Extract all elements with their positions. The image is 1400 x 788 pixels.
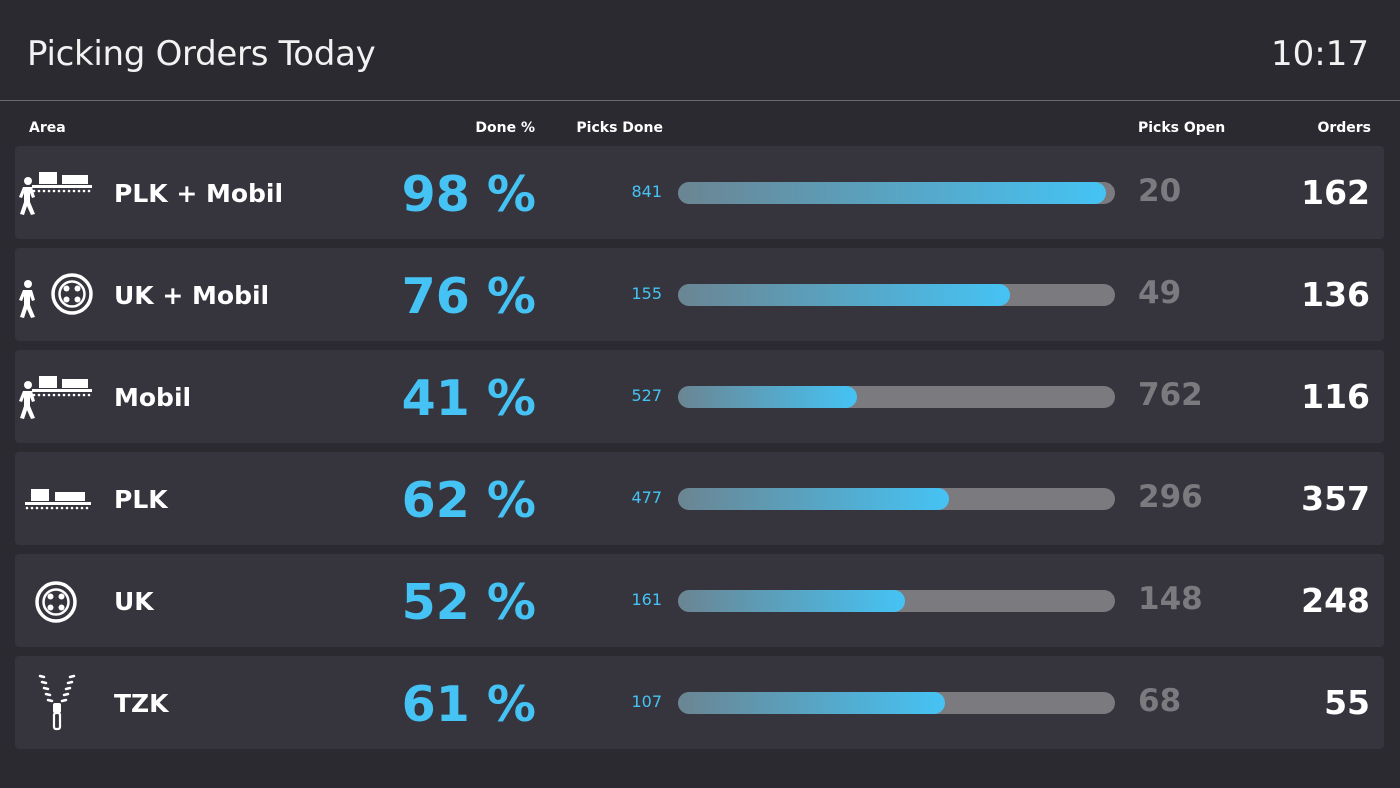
- conveyor-icon: [19, 468, 97, 528]
- orders-count: 162: [1301, 173, 1370, 212]
- area-name: TZK: [114, 689, 169, 718]
- picks-open: 296: [1138, 479, 1203, 515]
- done-percent: 76 %: [401, 268, 536, 325]
- area-name: UK: [114, 587, 154, 616]
- orders-count: 357: [1301, 479, 1370, 518]
- picks-done: 477: [631, 488, 662, 507]
- worker-button-icon: [19, 264, 97, 324]
- progress-bar: [678, 386, 1115, 408]
- picks-done: 841: [631, 182, 662, 201]
- area-name: Mobil: [114, 383, 192, 412]
- progress-bar-fill: [678, 692, 945, 714]
- picks-open: 49: [1138, 275, 1182, 311]
- orders-count: 136: [1301, 275, 1370, 314]
- orders-count: 55: [1324, 683, 1370, 722]
- picks-done: 107: [631, 692, 662, 711]
- column-header-area: Area: [29, 120, 66, 136]
- done-percent: 41 %: [401, 370, 536, 427]
- clock: 10:17: [1271, 34, 1369, 74]
- progress-bar-fill: [678, 386, 858, 408]
- progress-bar: [678, 590, 1115, 612]
- picks-done: 527: [631, 386, 662, 405]
- worker-conveyor-icon: [19, 162, 97, 222]
- zipper-icon: [19, 672, 97, 732]
- table-row: Mobil 41 % 527 762 116: [15, 350, 1384, 443]
- table-row: TZK 61 % 107 68 55: [15, 656, 1384, 749]
- picks-open: 148: [1138, 581, 1203, 617]
- column-header-orders: Orders: [1317, 120, 1371, 136]
- progress-bar: [678, 692, 1115, 714]
- picks-open: 20: [1138, 173, 1182, 209]
- progress-bar-fill: [678, 284, 1011, 306]
- column-header-picks-done: Picks Done: [576, 120, 663, 136]
- area-name: PLK: [114, 485, 168, 514]
- done-percent: 52 %: [401, 574, 536, 631]
- done-percent: 98 %: [401, 166, 536, 223]
- progress-bar: [678, 182, 1115, 204]
- worker-conveyor-icon: [19, 366, 97, 426]
- area-name: PLK + Mobil: [114, 179, 284, 208]
- progress-bar-fill: [678, 590, 906, 612]
- progress-bar-fill: [678, 488, 949, 510]
- column-header-done-pct: Done %: [475, 120, 535, 136]
- table-row: PLK + Mobil 98 % 841 20 162: [15, 146, 1384, 239]
- table-row: UK + Mobil 76 % 155 49 136: [15, 248, 1384, 341]
- picks-done: 155: [631, 284, 662, 303]
- progress-bar: [678, 284, 1115, 306]
- orders-count: 116: [1301, 377, 1370, 416]
- done-percent: 62 %: [401, 472, 536, 529]
- progress-bar-fill: [678, 182, 1107, 204]
- column-header-picks-open: Picks Open: [1138, 120, 1226, 136]
- area-name: UK + Mobil: [114, 281, 270, 310]
- table-row: PLK 62 % 477 296 357: [15, 452, 1384, 545]
- table-row: UK 52 % 161 148 248: [15, 554, 1384, 647]
- button-icon: [19, 570, 97, 630]
- progress-bar: [678, 488, 1115, 510]
- picks-open: 68: [1138, 683, 1182, 719]
- header: Picking Orders Today 10:17: [0, 0, 1400, 101]
- done-percent: 61 %: [401, 676, 536, 733]
- page-title: Picking Orders Today: [27, 34, 376, 74]
- orders-count: 248: [1301, 581, 1370, 620]
- picks-open: 762: [1138, 377, 1203, 413]
- picks-done: 161: [631, 590, 662, 609]
